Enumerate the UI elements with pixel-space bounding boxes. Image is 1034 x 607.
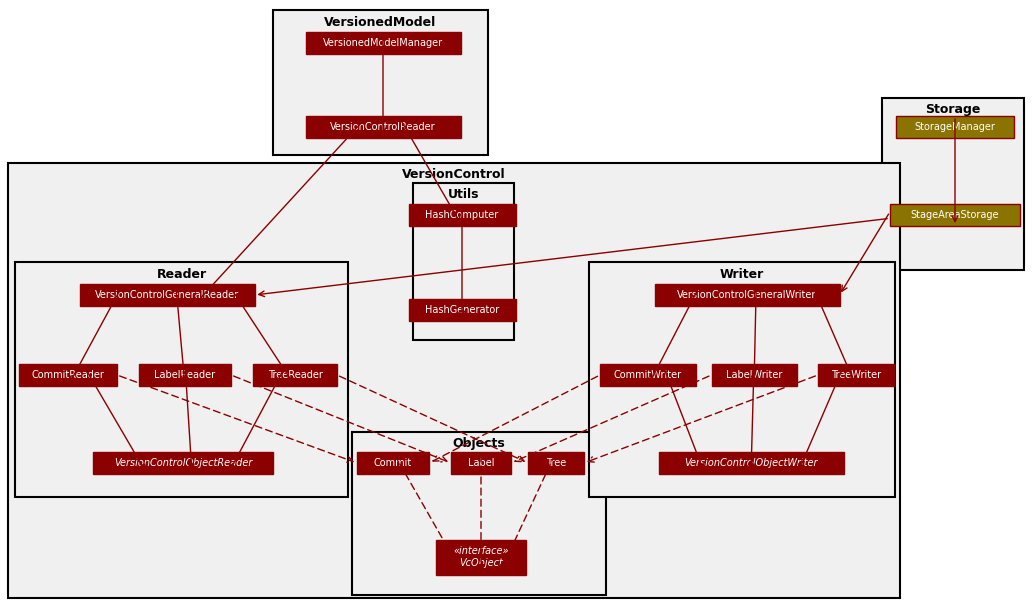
Bar (139, 364, 231, 386)
Bar (413, 183, 514, 340)
Text: Utils: Utils (448, 189, 479, 202)
Text: TreeWriter: TreeWriter (831, 370, 881, 380)
Bar (357, 452, 429, 474)
Bar (818, 364, 894, 386)
Bar (890, 204, 1020, 226)
Bar (305, 116, 460, 138)
Text: TreeReader: TreeReader (268, 370, 323, 380)
Bar (589, 262, 895, 497)
Text: Writer: Writer (720, 268, 764, 280)
Text: Label: Label (467, 458, 494, 468)
Text: «interface»
VcObject: «interface» VcObject (453, 546, 509, 568)
Text: VersionControlObjectReader: VersionControlObjectReader (114, 458, 252, 468)
Bar (408, 299, 516, 321)
Bar (451, 452, 511, 474)
Text: LabelWriter: LabelWriter (726, 370, 782, 380)
Text: VersionControlGeneralWriter: VersionControlGeneralWriter (677, 290, 817, 300)
Bar (882, 98, 1024, 270)
Text: VersionedModelManager: VersionedModelManager (323, 38, 443, 48)
Text: StorageManager: StorageManager (914, 122, 996, 132)
Bar (600, 364, 696, 386)
Bar (436, 540, 526, 574)
Bar (528, 452, 584, 474)
Text: CommitReader: CommitReader (32, 370, 104, 380)
Text: VersionControlGeneralReader: VersionControlGeneralReader (95, 290, 239, 300)
Text: VersionControl: VersionControl (402, 169, 506, 181)
Text: Objects: Objects (453, 438, 506, 450)
Text: StageAreaStorage: StageAreaStorage (911, 210, 999, 220)
Bar (896, 116, 1014, 138)
Bar (253, 364, 337, 386)
Text: Reader: Reader (156, 268, 207, 280)
Bar (93, 452, 273, 474)
Bar (305, 32, 460, 54)
Bar (19, 364, 117, 386)
Text: CommitWriter: CommitWriter (614, 370, 682, 380)
Bar (16, 262, 348, 497)
Bar (711, 364, 796, 386)
Bar (655, 284, 840, 306)
Text: VersionedModel: VersionedModel (325, 16, 436, 29)
Text: LabelReader: LabelReader (154, 370, 215, 380)
Text: HashGenerator: HashGenerator (425, 305, 499, 315)
Bar (273, 10, 488, 155)
Bar (8, 163, 900, 598)
Bar (408, 204, 516, 226)
Bar (659, 452, 844, 474)
Bar (80, 284, 254, 306)
Bar (352, 432, 606, 595)
Text: Storage: Storage (925, 104, 980, 117)
Text: VersionControlObjectWriter: VersionControlObjectWriter (685, 458, 818, 468)
Text: HashComputer: HashComputer (425, 210, 498, 220)
Text: VersionControlReader: VersionControlReader (330, 122, 435, 132)
Text: Commit: Commit (374, 458, 413, 468)
Text: Tree: Tree (546, 458, 567, 468)
